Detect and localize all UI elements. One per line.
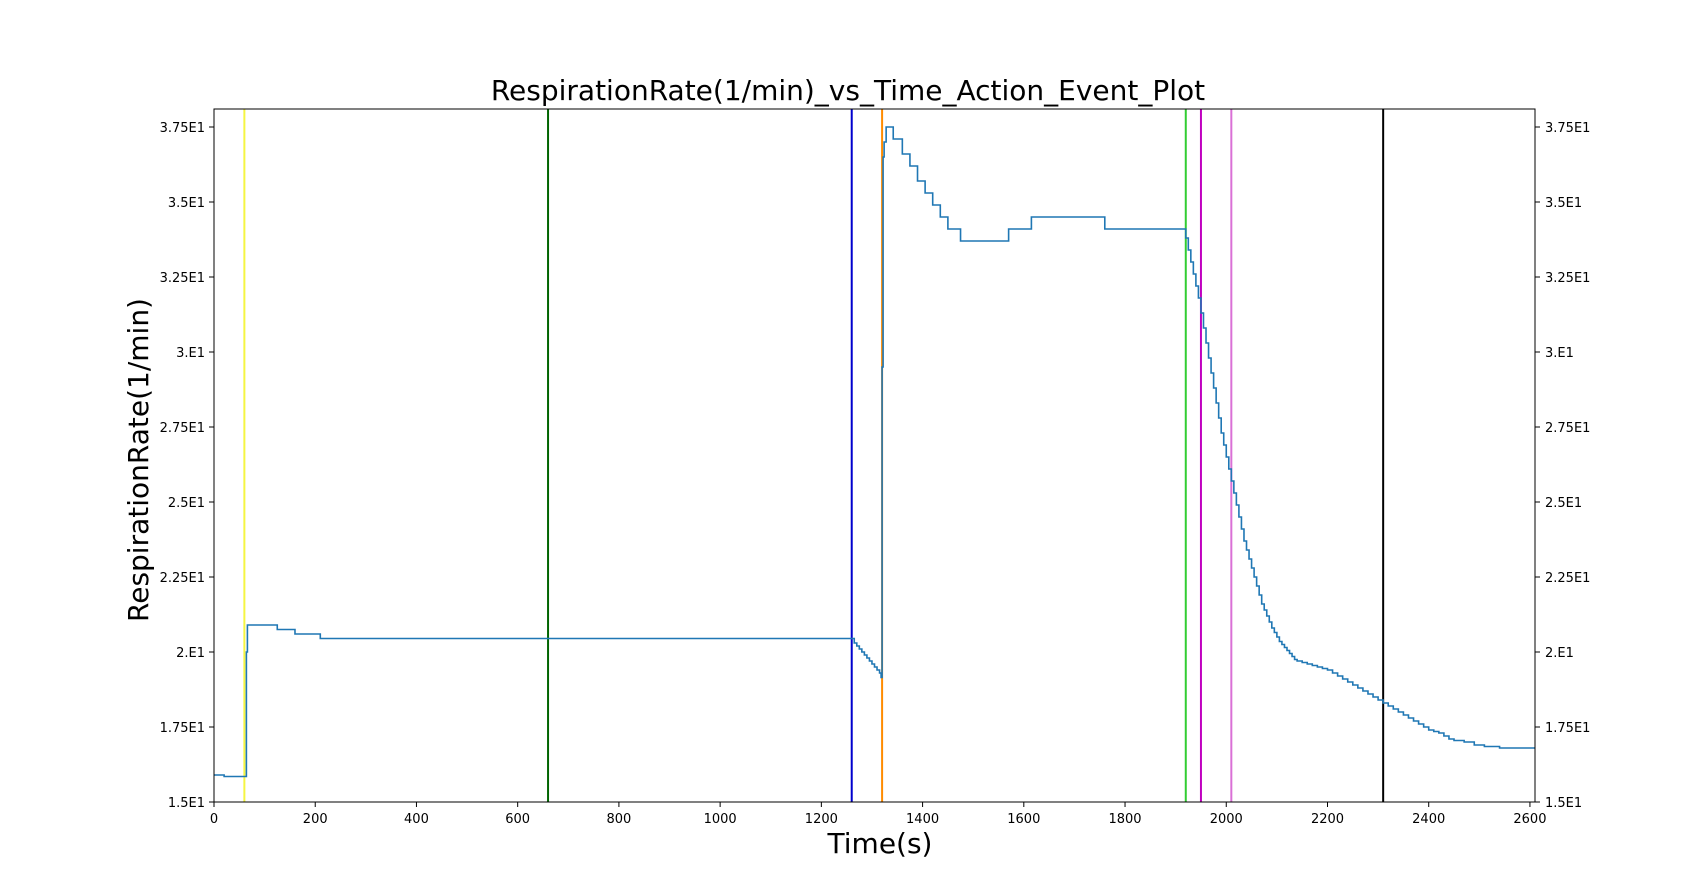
x-tick-label-6: 1200 <box>805 812 838 827</box>
x-tick-label-2: 400 <box>404 812 429 827</box>
x-tick-label-9: 1800 <box>1108 812 1141 827</box>
x-tick-label-1: 200 <box>303 812 328 827</box>
y-tick-label-right-3: 2.25E1 <box>1545 571 1590 586</box>
y-tick-label-right-9: 3.75E1 <box>1545 121 1590 136</box>
y-tick-label-left-1: 1.75E1 <box>160 721 205 736</box>
y-tick-label-left-9: 3.75E1 <box>160 121 205 136</box>
y-tick-label-right-1: 1.75E1 <box>1545 721 1590 736</box>
y-tick-label-left-7: 3.25E1 <box>160 271 205 286</box>
y-tick-label-right-2: 2.E1 <box>1545 646 1574 661</box>
x-tick-label-13: 2600 <box>1513 812 1546 827</box>
y-tick-label-left-3: 2.25E1 <box>160 571 205 586</box>
y-tick-label-left-8: 3.5E1 <box>168 196 205 211</box>
series-line-0 <box>214 126 1535 778</box>
x-tick-label-0: 0 <box>210 812 218 827</box>
plot-area: 0 200 400 600 800 1000 1200 1400 1600 1800 2000 220… <box>160 108 1590 827</box>
y-tick-label-right-6: 3.E1 <box>1545 346 1574 361</box>
y-tick-label-left-2: 2.E1 <box>176 646 205 661</box>
y-tick-label-right-7: 3.25E1 <box>1545 271 1590 286</box>
y-tick-label-left-6: 3.E1 <box>176 346 205 361</box>
x-tick-label-7: 1400 <box>906 812 939 827</box>
plot-frame <box>213 108 1536 803</box>
x-tick-label-3: 600 <box>505 812 530 827</box>
y-tick-label-right-8: 3.5E1 <box>1545 196 1582 211</box>
y-tick-label-left-5: 2.75E1 <box>160 421 205 436</box>
y-tick-label-right-0: 1.5E1 <box>1545 796 1582 811</box>
x-tick-label-8: 1600 <box>1007 812 1040 827</box>
x-tick-label-12: 2400 <box>1412 812 1445 827</box>
chart-title: RespirationRate(1/min)_vs_Time_Action_Ev… <box>491 74 1205 107</box>
y-axis-label: RespirationRate(1/min) <box>122 298 155 622</box>
y-tick-label-right-4: 2.5E1 <box>1545 496 1582 511</box>
y-tick-label-left-4: 2.5E1 <box>168 496 205 511</box>
x-tick-label-11: 2200 <box>1311 812 1344 827</box>
x-tick-label-10: 2000 <box>1210 812 1243 827</box>
x-tick-label-5: 1000 <box>704 812 737 827</box>
x-tick-label-4: 800 <box>606 812 631 827</box>
y-tick-label-left-0: 1.5E1 <box>168 796 205 811</box>
y-tick-label-right-5: 2.75E1 <box>1545 421 1590 436</box>
x-axis-label: Time(s) <box>827 827 933 860</box>
